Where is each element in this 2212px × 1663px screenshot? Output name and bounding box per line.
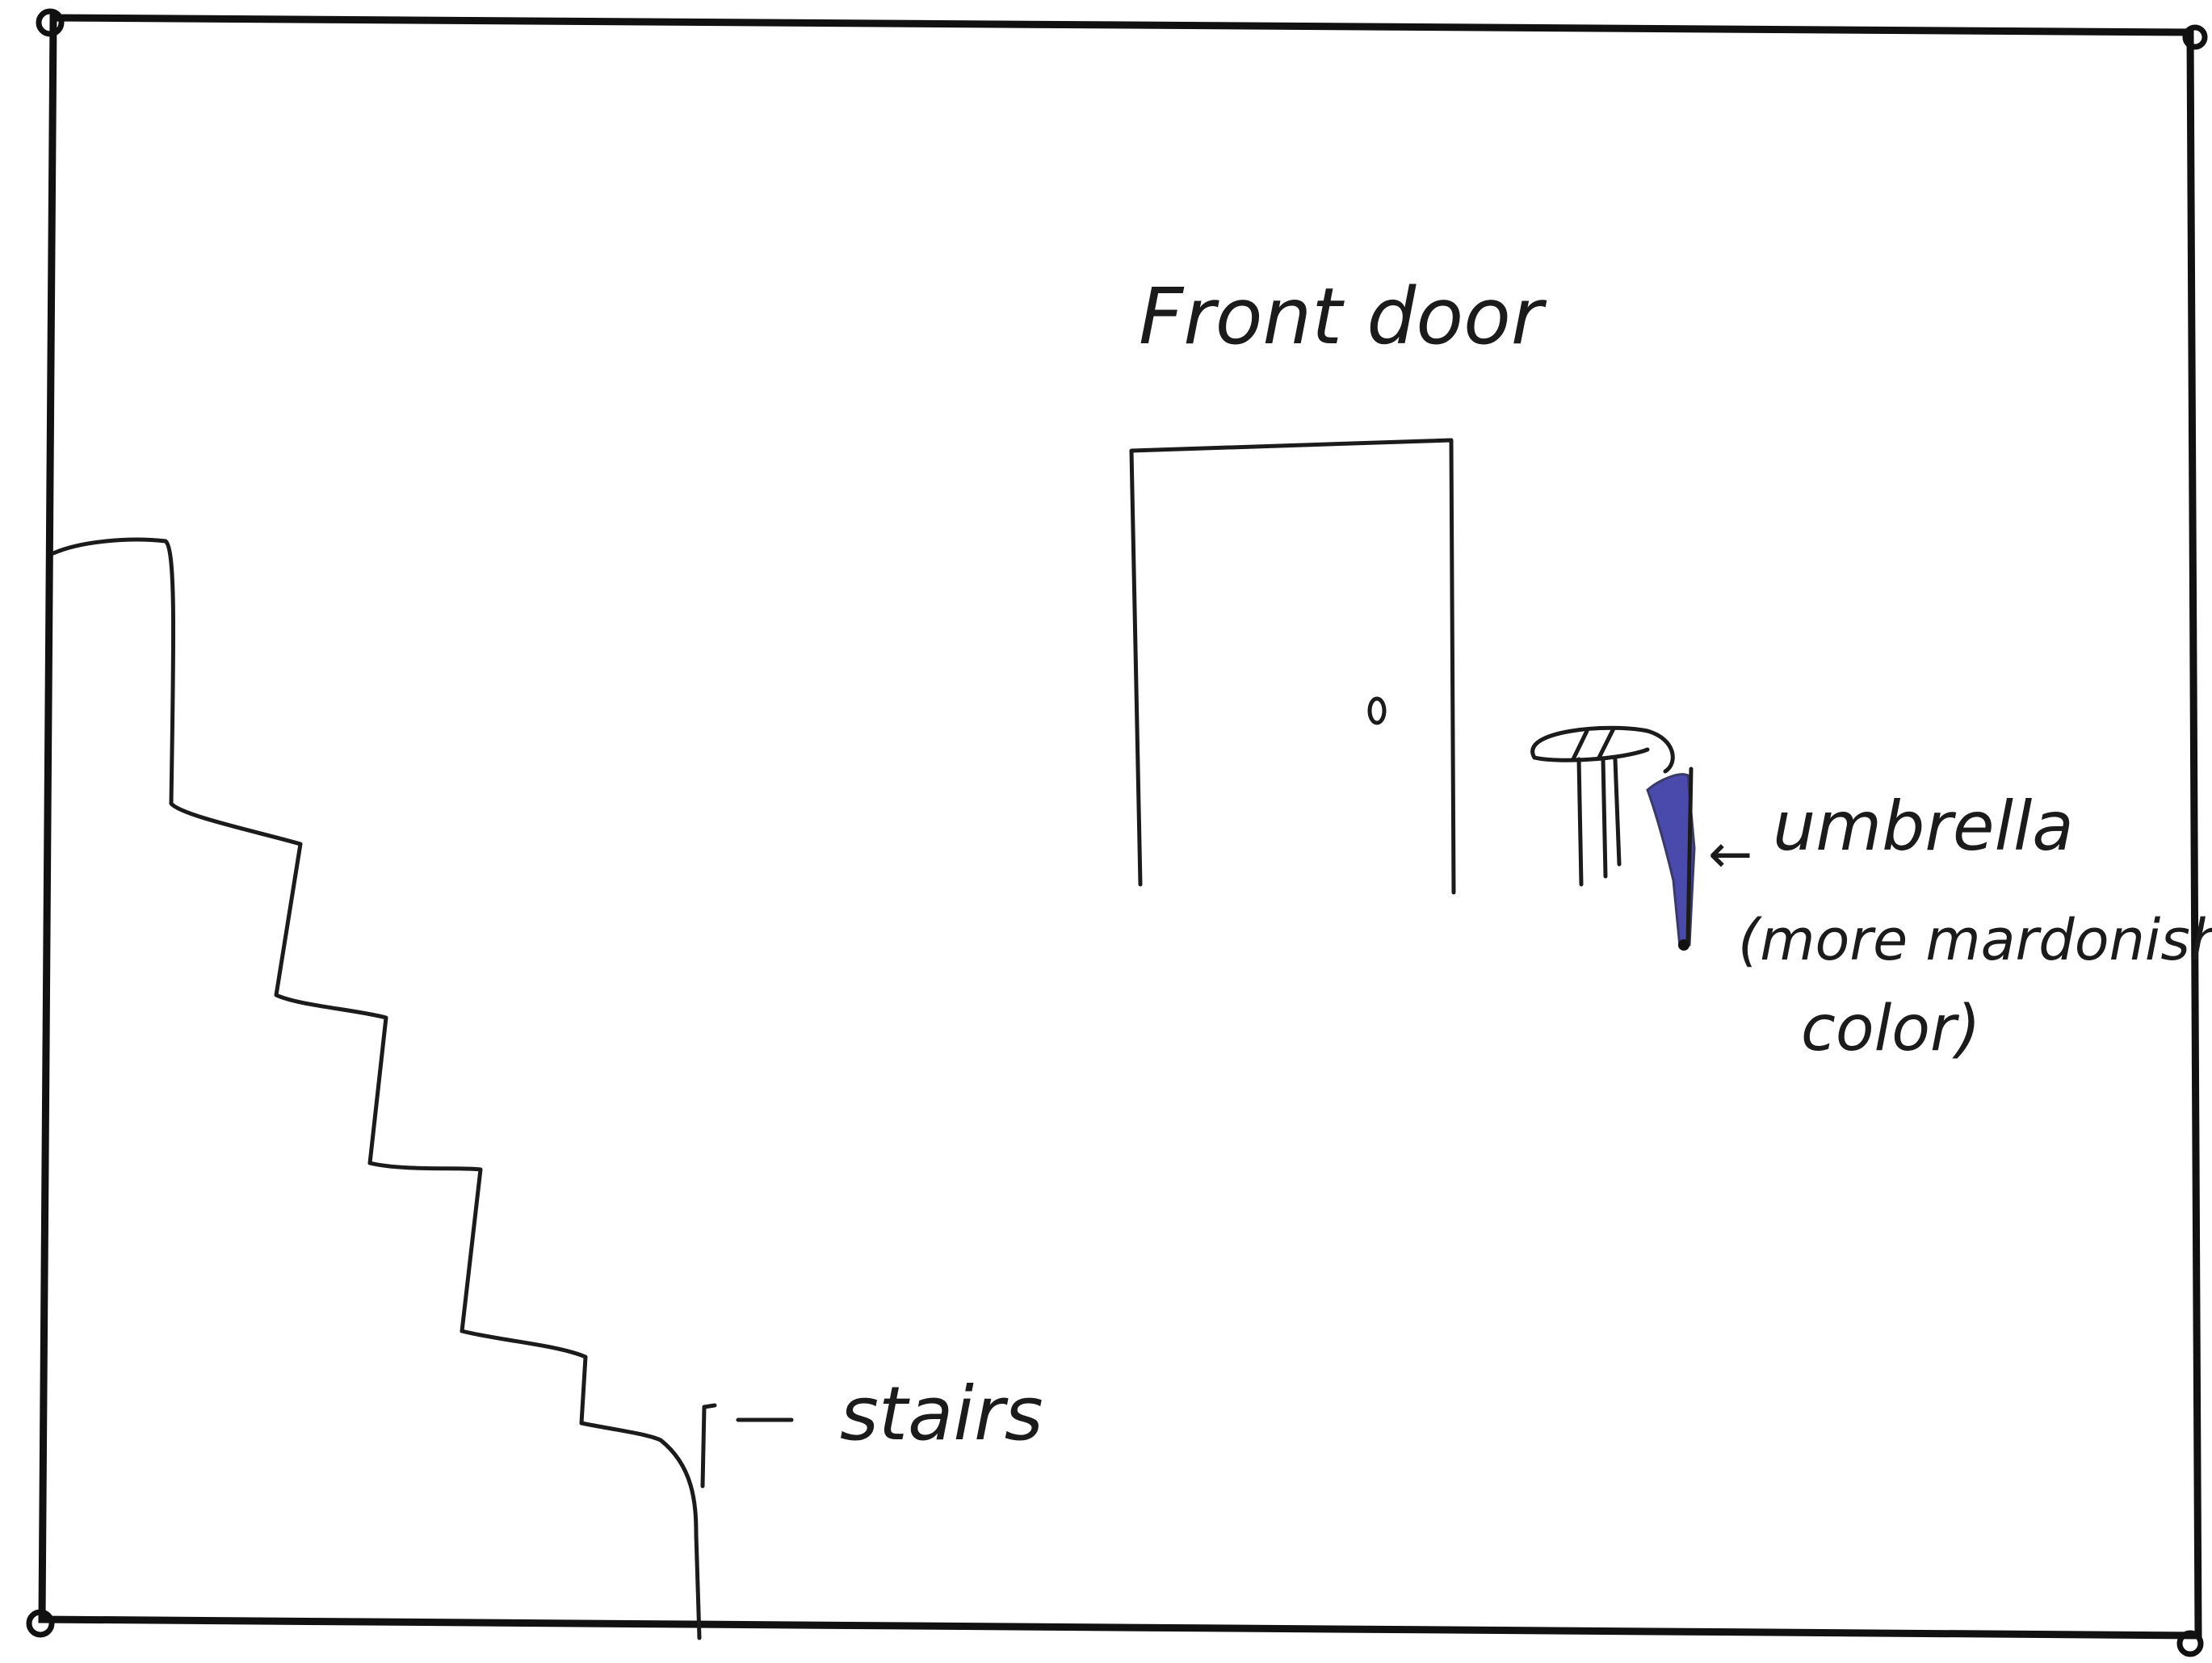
umbrella-stand-icon — [1530, 725, 1675, 887]
front-door-label: Front door — [1139, 271, 1547, 362]
front-door — [1129, 438, 1456, 895]
door-knob-icon — [1367, 696, 1387, 725]
corner-mark-bottom-left — [26, 1609, 55, 1638]
corner-mark-bottom-right — [2176, 1630, 2204, 1657]
stairs-label: stairs — [840, 1371, 1043, 1457]
umbrella-note-line-2: color) — [1801, 993, 1981, 1065]
stairs-outline — [51, 537, 702, 1640]
corner-mark-top-right — [2182, 24, 2208, 50]
umbrella-arrow-icon: ← — [1708, 823, 1752, 885]
umbrella-note-line-1: (more mardonish — [1738, 907, 2212, 973]
umbrella-label: umbrella — [1773, 787, 2074, 866]
umbrella-icon — [1646, 766, 1696, 951]
stairs-pointer-icon — [700, 1403, 794, 1489]
paper-frame — [26, 8, 2208, 1657]
corner-mark-top-left — [36, 8, 65, 37]
